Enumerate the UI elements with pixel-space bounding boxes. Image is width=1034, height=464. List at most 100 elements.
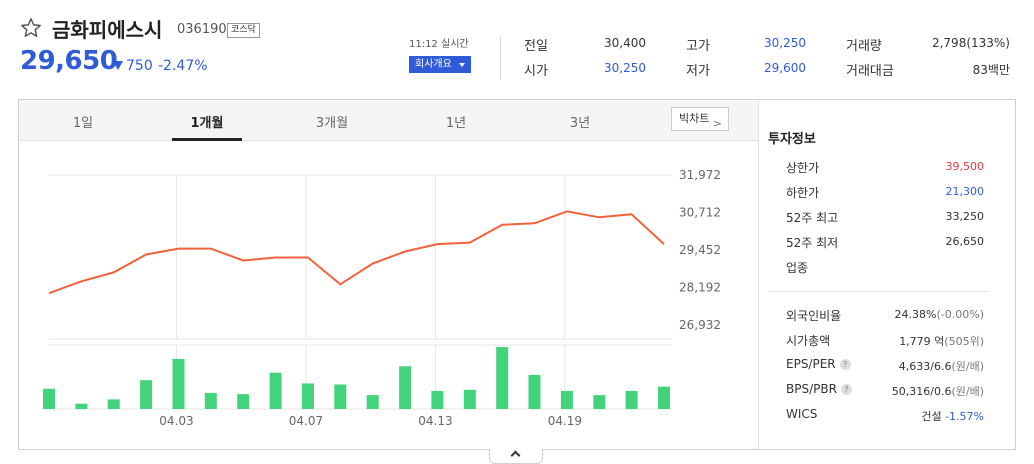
eps-per-sub: (원/배) (951, 360, 984, 373)
volume-bar (75, 403, 88, 409)
stat-label-open: 시가 (524, 64, 548, 79)
stat-value-trade-value: 83백만 (972, 63, 1010, 77)
collapse-toggle-button[interactable] (489, 449, 543, 464)
volume-bar (399, 366, 412, 409)
eps-per-label: EPS/PER (786, 357, 836, 371)
bps-pbr-label: BPS/PBR (786, 382, 837, 396)
foreign-ratio-value: 24.38% (894, 308, 937, 321)
active-tab-indicator (172, 138, 242, 141)
tab-1year[interactable]: 1년 (445, 116, 467, 131)
stat-value-open: 30,250 (604, 61, 646, 75)
market-badge: 코스닥 (227, 23, 260, 38)
tab-3month[interactable]: 3개월 (315, 116, 349, 131)
inv-value-wics: 건설 -1.57% (880, 408, 984, 424)
stat-label-trade-value: 거래대금 (846, 64, 894, 79)
volume-bar (560, 390, 573, 409)
price-change-rate: -2.47% (158, 58, 208, 74)
inv-value-eps-per: 4,633/6.6(원/배) (830, 358, 984, 374)
volume-bar (107, 399, 120, 409)
chevron-right-icon: > (712, 117, 722, 130)
stat-value-volume: 2,798(133%) (931, 36, 1010, 50)
help-icon[interactable]: ? (840, 384, 852, 395)
chart-panel: 1일 1개월 3개월 1년 3년 빅차트 > 04.03 04.07 04.13 04… (18, 99, 1016, 450)
stock-name: 금화피에스시 (52, 18, 163, 42)
volume-bar (431, 390, 444, 409)
y-tick-label: 29,452 (679, 243, 721, 257)
volume-bar (43, 388, 55, 409)
stat-label-volume: 거래량 (846, 39, 882, 54)
volume-bar (172, 358, 185, 409)
volume-bar (625, 390, 638, 409)
market-cap-sub: (505위) (944, 335, 984, 348)
inv-value-52w-low: 26,650 (945, 235, 985, 248)
period-tabs: 1일 1개월 3개월 1년 3년 빅차트 > (19, 100, 758, 141)
volume-bar (204, 393, 217, 409)
inv-value-upper-limit: 39,500 (945, 160, 985, 173)
stat-value-low: 29,600 (764, 61, 806, 75)
y-tick-label: 28,192 (679, 281, 721, 295)
inv-label-52w-high: 52주 최고 (786, 211, 839, 225)
inv-label-market-cap: 시가총액 (786, 334, 831, 348)
volume-bar (366, 395, 379, 409)
tab-3year[interactable]: 3년 (569, 116, 591, 131)
x-tick-label: 04.13 (418, 414, 452, 428)
inv-label-wics: WICS (786, 407, 818, 421)
inv-value-52w-high: 33,250 (945, 210, 985, 223)
help-icon[interactable]: ? (839, 359, 851, 370)
tab-1month[interactable]: 1개월 (190, 116, 224, 131)
x-tick-label: 04.03 (159, 414, 193, 428)
volume-bar (463, 389, 476, 409)
stat-label-prev-close: 전일 (524, 39, 548, 54)
stat-value-prev-close: 30,400 (604, 36, 646, 50)
inv-value-foreign-ratio: 24.38%(-0.00%) (830, 308, 984, 321)
divider (500, 35, 501, 80)
stat-label-high: 고가 (686, 39, 710, 54)
big-chart-button[interactable]: 빅차트 > (671, 107, 729, 131)
company-overview-label: 회사개요 (415, 59, 452, 70)
price-down-arrow-icon (113, 61, 123, 70)
inv-label-upper-limit: 상한가 (786, 161, 820, 175)
realtime-label: 11:12 실시간 (409, 39, 469, 50)
volume-bar (237, 394, 250, 409)
chevron-up-icon (510, 450, 521, 461)
x-tick-label: 04.07 (289, 414, 323, 428)
volume-bar (658, 386, 670, 409)
volume-bar (528, 374, 541, 409)
big-chart-label: 빅차트 (679, 112, 710, 125)
divider (768, 291, 988, 292)
bps-pbr-value: 50,316/0.6 (891, 385, 952, 398)
volume-bar (496, 347, 509, 409)
inv-value-bps-pbr: 50,316/0.6(원/배) (830, 383, 984, 399)
tab-1day[interactable]: 1일 (72, 116, 94, 131)
company-overview-button[interactable]: 회사개요 (409, 56, 471, 73)
stat-value-high: 30,250 (764, 36, 806, 50)
stock-code: 036190 (177, 22, 227, 37)
inv-value-market-cap: 1,779 억(505위) (830, 333, 984, 349)
volume-bar (140, 380, 153, 409)
y-tick-label: 30,712 (679, 206, 721, 220)
x-tick-label: 04.19 (548, 414, 582, 428)
price-line (48, 210, 665, 295)
inv-value-lower-limit: 21,300 (945, 185, 985, 198)
volume-bar (269, 372, 282, 409)
y-tick-label: 26,932 (679, 318, 721, 332)
foreign-ratio-sub: (-0.00%) (936, 308, 985, 321)
price-change: 750 (126, 58, 153, 74)
inv-label-sector: 업종 (786, 261, 809, 275)
price-volume-chart[interactable]: 04.03 04.07 04.13 04.19 31,972 30,712 29,452 28… (19, 141, 758, 449)
inv-label-lower-limit: 하한가 (786, 186, 820, 200)
y-tick-label: 31,972 (679, 168, 721, 182)
volume-bar (593, 395, 606, 409)
caret-down-icon (459, 63, 465, 67)
current-price: 29,650 (20, 46, 118, 76)
wics-rate: -1.57% (945, 410, 984, 423)
stat-label-low: 저가 (686, 64, 710, 79)
inv-label-52w-low: 52주 최저 (786, 236, 839, 250)
inv-label-bps-pbr: BPS/PBR? (786, 382, 852, 396)
wics-sector[interactable]: 건설 (921, 410, 942, 423)
bps-pbr-sub: (원/배) (951, 385, 984, 398)
divider (758, 100, 759, 449)
favorite-star-icon[interactable] (20, 17, 42, 39)
volume-bar (301, 383, 314, 409)
